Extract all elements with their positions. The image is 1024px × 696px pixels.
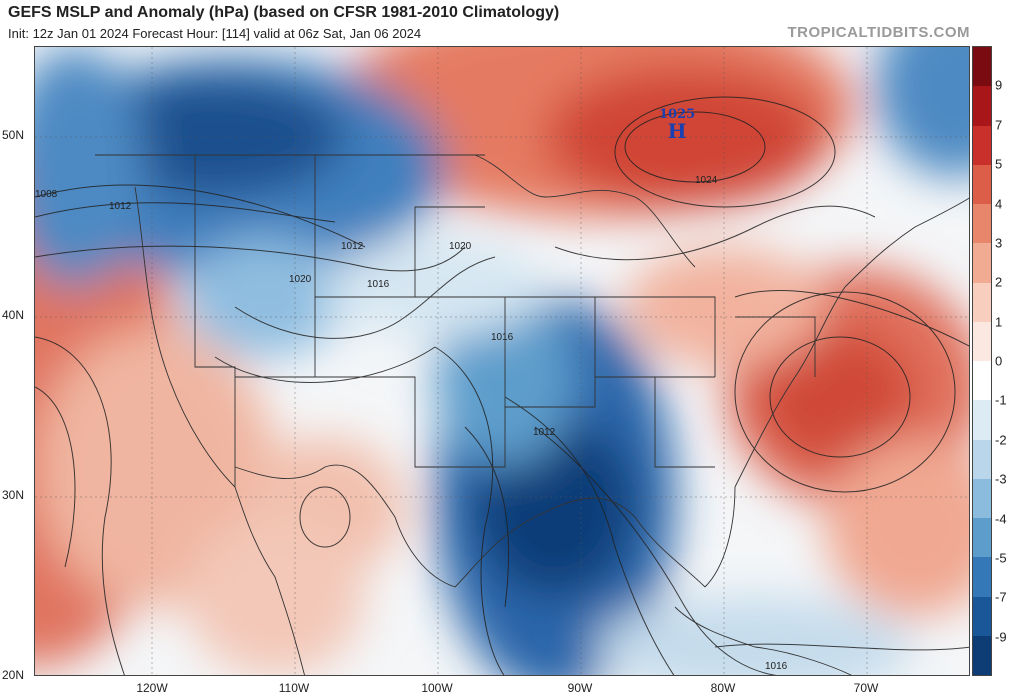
isobars [35, 96, 969, 675]
high-pressure-letter: H [667, 119, 687, 143]
boundaries [95, 154, 969, 675]
isobar-label: 1016 [491, 332, 514, 343]
isobar-label: 1020 [289, 274, 312, 285]
lon-label: 70W [853, 681, 879, 695]
lat-label: 40N [2, 308, 25, 322]
colorbar-label: 4 [995, 196, 1003, 211]
isobar-label: 1012 [341, 241, 364, 252]
colorbar-label: 9 [995, 77, 1003, 93]
isobar-label: 1012 [109, 201, 132, 212]
colorbar-segment [973, 243, 991, 283]
isobar-label: 1008 [35, 189, 58, 200]
high-pressure-center: 1025 H [659, 108, 695, 141]
colorbar-label: -5 [995, 550, 1007, 566]
isobar-label: 1024 [695, 175, 718, 186]
map-canvas: 1024 1020 1020 1016 1016 1012 1012 1012 … [35, 47, 969, 675]
colorbar-segment [973, 596, 991, 636]
colorbar-label: -9 [995, 629, 1007, 645]
colorbar-segment [973, 635, 991, 675]
anomaly-field [35, 47, 969, 675]
isobar-label: 1016 [765, 661, 788, 672]
colorbar-segment [973, 47, 991, 87]
colorbar-label: 2 [995, 274, 1003, 290]
site-brand[interactable]: TROPICALTIDBITS.COM [787, 24, 970, 41]
high-pressure-value: 1025 [659, 107, 696, 122]
lon-label: 90W [567, 681, 593, 695]
lon-label: 80W [710, 681, 736, 695]
colorbar-segment [973, 361, 991, 401]
lat-label: 20N [2, 668, 25, 682]
isobar-label: 1020 [449, 241, 472, 252]
colorbar-segment [973, 204, 991, 244]
colorbar-label: 3 [995, 235, 1003, 251]
isobar-label: 1016 [367, 279, 390, 290]
colorbar-segment [973, 125, 991, 165]
colorbar-segment [973, 86, 991, 126]
colorbar-label: -4 [995, 511, 1007, 526]
lat-label: 30N [2, 488, 25, 502]
isobar-label: 1012 [533, 427, 556, 438]
colorbar [972, 46, 992, 676]
colorbar-segment [973, 478, 991, 518]
graticule [35, 47, 969, 675]
colorbar-segment [973, 518, 991, 558]
colorbar-segment [973, 557, 991, 597]
lon-label: 110W [278, 681, 310, 695]
colorbar-segment [973, 164, 991, 204]
isobar-labels: 1024 1020 1020 1016 1016 1012 1012 1012 … [35, 175, 788, 672]
colorbar-label: -7 [995, 589, 1007, 605]
colorbar-segment [973, 321, 991, 361]
colorbar-segment [973, 282, 991, 322]
colorbar-segment [973, 400, 991, 440]
colorbar-label: -1 [995, 392, 1007, 408]
colorbar-label: 1 [995, 314, 1003, 330]
forecast-info: Init: 12z Jan 01 2024 Forecast Hour: [11… [8, 26, 422, 41]
colorbar-label: -2 [995, 432, 1007, 448]
colorbar-label: 7 [995, 117, 1003, 133]
lat-label: 50N [2, 128, 25, 142]
colorbar-label: 0 [995, 353, 1003, 369]
anomaly-map: 1024 1020 1020 1016 1016 1012 1012 1012 … [34, 46, 970, 676]
colorbar-label: -3 [995, 471, 1007, 487]
map-title: GEFS MSLP and Anomaly (hPa) (based on CF… [8, 4, 560, 21]
lon-label: 100W [421, 681, 453, 695]
lon-label: 120W [136, 681, 168, 695]
colorbar-label: 5 [995, 156, 1003, 172]
colorbar-segment [973, 439, 991, 479]
